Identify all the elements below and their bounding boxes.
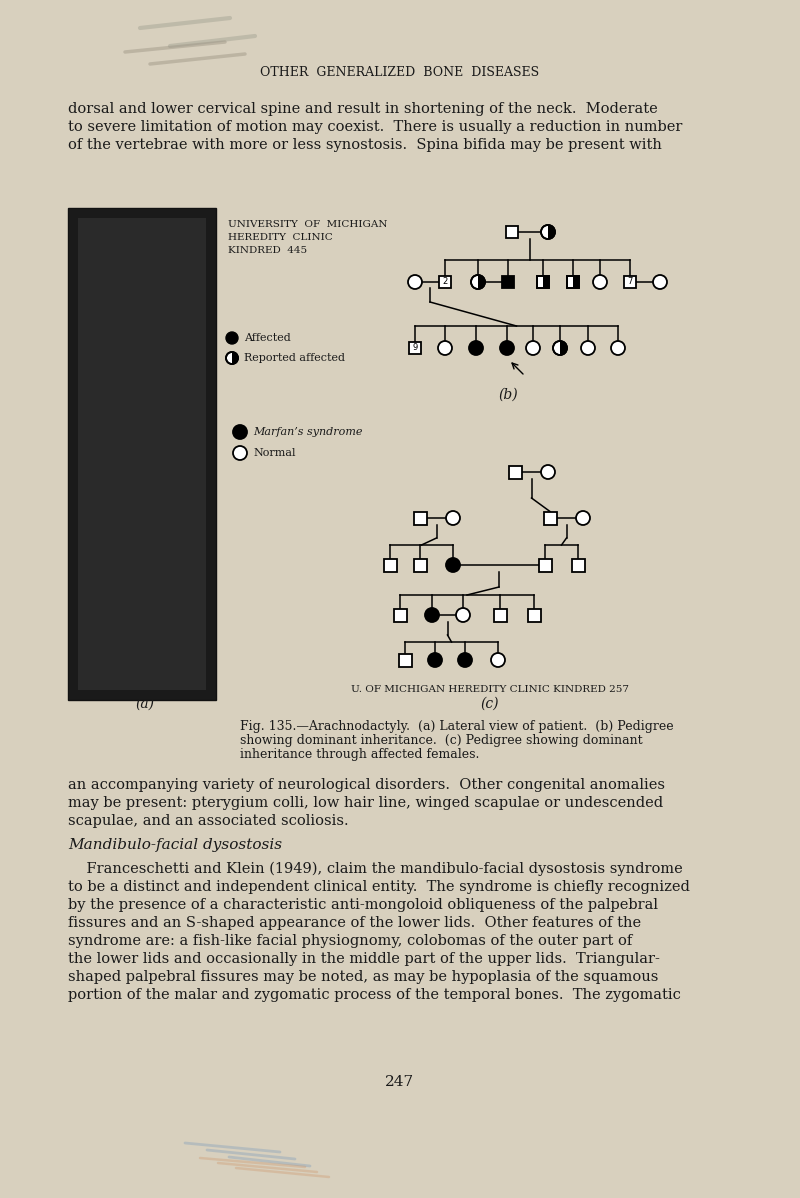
Text: Franceschetti and Klein (1949), claim the mandibulo-facial dysostosis syndrome: Franceschetti and Klein (1949), claim th… [68, 863, 682, 877]
Circle shape [446, 512, 460, 525]
Circle shape [428, 653, 442, 667]
Text: dorsal and lower cervical spine and result in shortening of the neck.  Moderate: dorsal and lower cervical spine and resu… [68, 102, 658, 116]
Circle shape [226, 352, 238, 364]
Text: showing dominant inheritance.  (c) Pedigree showing dominant: showing dominant inheritance. (c) Pedigr… [240, 734, 642, 748]
Wedge shape [232, 352, 238, 364]
Text: may be present: pterygium colli, low hair line, winged scapulae or undescended: may be present: pterygium colli, low hai… [68, 795, 663, 810]
Circle shape [425, 609, 439, 622]
Text: to severe limitation of motion may coexist.  There is usually a reduction in num: to severe limitation of motion may coexi… [68, 120, 682, 134]
Circle shape [491, 653, 505, 667]
Bar [573, 276, 579, 288]
Text: syndrome are: a fish-like facial physiognomy, colobomas of the outer part of: syndrome are: a fish-like facial physiog… [68, 934, 632, 948]
Circle shape [541, 225, 555, 238]
Text: (b): (b) [498, 388, 518, 403]
Wedge shape [478, 276, 485, 289]
Bar [383, 558, 397, 571]
Bar [537, 276, 549, 288]
Text: (c): (c) [481, 697, 499, 710]
Bar [398, 653, 411, 666]
Wedge shape [548, 225, 555, 238]
Text: inheritance through affected females.: inheritance through affected females. [240, 748, 479, 761]
Text: the lower lids and occasionally in the middle part of the upper lids.  Triangula: the lower lids and occasionally in the m… [68, 952, 660, 966]
Text: Fig. 135.—Arachnodactyly.  (a) Lateral view of patient.  (b) Pedigree: Fig. 135.—Arachnodactyly. (a) Lateral vi… [240, 720, 674, 733]
Text: OTHER  GENERALIZED  BONE  DISEASES: OTHER GENERALIZED BONE DISEASES [261, 66, 539, 79]
Text: fissures and an S-shaped appearance of the lower lids.  Other features of the: fissures and an S-shaped appearance of t… [68, 916, 641, 930]
Circle shape [233, 425, 247, 438]
Text: of the vertebrae with more or less synostosis.  Spina bifida may be present with: of the vertebrae with more or less synos… [68, 138, 662, 152]
Bar [543, 276, 549, 288]
Bar [409, 341, 421, 353]
Text: 9: 9 [412, 344, 418, 352]
Bar [567, 276, 579, 288]
Circle shape [526, 341, 540, 355]
Bar [68, 208, 216, 700]
Circle shape [653, 276, 667, 289]
Circle shape [458, 653, 472, 667]
Bar [494, 609, 506, 622]
Bar [439, 276, 451, 288]
Bar [502, 276, 514, 288]
Text: 2: 2 [442, 278, 448, 286]
Circle shape [469, 341, 483, 355]
Text: scapulae, and an associated scoliosis.: scapulae, and an associated scoliosis. [68, 813, 349, 828]
Text: portion of the malar and zygomatic process of the temporal bones.  The zygomatic: portion of the malar and zygomatic proce… [68, 988, 681, 1002]
Circle shape [581, 341, 595, 355]
Circle shape [471, 276, 485, 289]
Circle shape [226, 332, 238, 344]
Text: Normal: Normal [253, 448, 295, 458]
Bar [538, 558, 551, 571]
Text: KINDRED  445: KINDRED 445 [228, 246, 307, 255]
Bar [543, 512, 557, 525]
Text: Affected: Affected [244, 333, 290, 343]
Bar [394, 609, 406, 622]
Bar [571, 558, 585, 571]
Circle shape [553, 341, 567, 355]
Text: to be a distinct and independent clinical entity.  The syndrome is chiefly recog: to be a distinct and independent clinica… [68, 881, 690, 894]
Bar [414, 512, 426, 525]
Text: Marfan’s syndrome: Marfan’s syndrome [253, 426, 362, 437]
Text: by the presence of a characteristic anti-mongoloid obliqueness of the palpebral: by the presence of a characteristic anti… [68, 898, 658, 912]
Text: an accompanying variety of neurological disorders.  Other congenital anomalies: an accompanying variety of neurological … [68, 778, 665, 792]
Circle shape [593, 276, 607, 289]
Bar [414, 558, 426, 571]
Text: 247: 247 [386, 1075, 414, 1089]
Bar [527, 609, 541, 622]
Wedge shape [560, 341, 567, 355]
Circle shape [233, 446, 247, 460]
Circle shape [611, 341, 625, 355]
Bar [506, 226, 518, 238]
Text: HEREDITY  CLINIC: HEREDITY CLINIC [228, 232, 333, 242]
Bar [567, 276, 579, 288]
Circle shape [438, 341, 452, 355]
Bar [78, 218, 206, 690]
Bar [509, 466, 522, 478]
Text: Mandibulo-facial dysostosis: Mandibulo-facial dysostosis [68, 837, 282, 852]
Circle shape [408, 276, 422, 289]
Text: UNIVERSITY  OF  MICHIGAN: UNIVERSITY OF MICHIGAN [228, 220, 387, 229]
Circle shape [541, 465, 555, 479]
Text: shaped palpebral fissures may be noted, as may be hypoplasia of the squamous: shaped palpebral fissures may be noted, … [68, 970, 658, 984]
Text: (a): (a) [135, 697, 154, 710]
Circle shape [576, 512, 590, 525]
Bar [624, 276, 636, 288]
Text: Reported affected: Reported affected [244, 353, 345, 363]
Circle shape [500, 341, 514, 355]
Circle shape [456, 609, 470, 622]
Circle shape [446, 558, 460, 571]
Text: 7: 7 [627, 278, 633, 286]
Bar [537, 276, 549, 288]
Text: U. OF MICHIGAN HEREDITY CLINIC KINDRED 257: U. OF MICHIGAN HEREDITY CLINIC KINDRED 2… [351, 685, 629, 695]
